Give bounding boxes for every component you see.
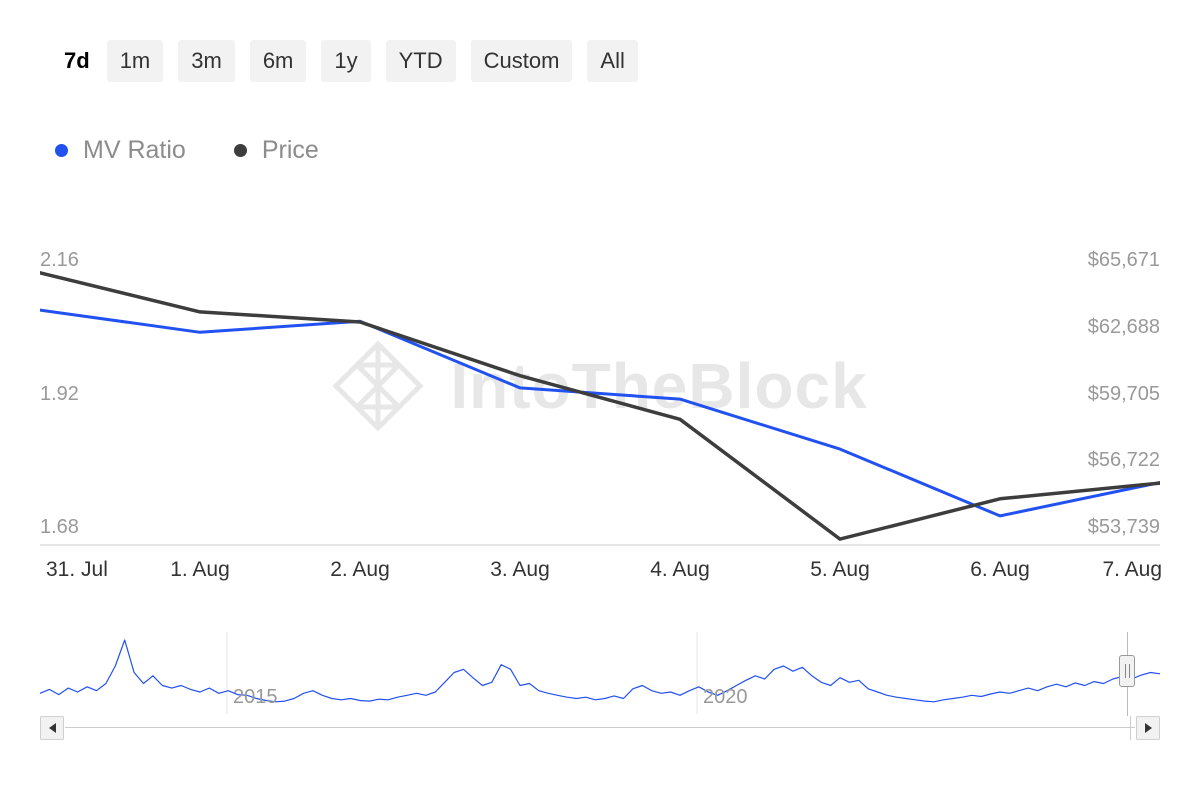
handle-grip-icon	[1124, 664, 1126, 678]
x-axis-label: 6. Aug	[970, 558, 1030, 581]
range-button-3m[interactable]: 3m	[178, 40, 235, 82]
range-button-custom[interactable]: Custom	[470, 40, 573, 82]
range-button-1m[interactable]: 1m	[106, 40, 164, 82]
x-axis-label: 5. Aug	[810, 558, 870, 581]
range-button-ytd[interactable]: YTD	[385, 40, 456, 82]
right-axis-label: $62,688	[1087, 316, 1160, 338]
mv-ratio-dot-icon	[55, 144, 68, 157]
navigator-handle[interactable]	[1119, 655, 1135, 687]
range-selector: 7d 1m 3m 6m 1y YTD Custom All	[62, 40, 638, 82]
navigator-year-label: 2020	[703, 686, 748, 708]
range-button-7d[interactable]: 7d	[64, 48, 90, 73]
left-axis-label: 2.16	[40, 249, 79, 271]
navigator[interactable]	[39, 632, 1161, 714]
x-axis-label: 1. Aug	[170, 558, 230, 581]
chart-plot-area[interactable]	[38, 250, 1162, 550]
x-axis-label: 7. Aug	[1102, 558, 1162, 581]
left-axis-label: 1.92	[40, 383, 79, 405]
handle-grip-icon	[1128, 664, 1130, 678]
left-axis-label: 1.68	[40, 516, 79, 538]
legend-label-price: Price	[261, 136, 319, 164]
price-dot-icon	[233, 144, 247, 157]
x-axis-label: 31. Jul	[46, 558, 108, 581]
right-axis-label: $59,705	[1087, 383, 1160, 405]
arrow-left-icon	[48, 723, 56, 733]
arrow-right-icon	[1144, 723, 1152, 733]
x-axis-label: 2. Aug	[330, 558, 390, 581]
scrollbar-right-button[interactable]	[1136, 716, 1160, 740]
scrollbar-track[interactable]	[65, 727, 1135, 728]
navigator-series	[39, 632, 1161, 714]
legend-item-price[interactable]: Price	[233, 136, 319, 165]
right-axis-label: $53,739	[1087, 516, 1160, 538]
series-lines	[38, 271, 1162, 546]
range-button-6m[interactable]: 6m	[249, 40, 307, 82]
scrollbar-thumb-edge	[1130, 716, 1131, 740]
navigator-year-label: 2015	[233, 686, 278, 708]
x-axis-label: 4. Aug	[650, 558, 710, 581]
x-axis-label: 3. Aug	[490, 558, 550, 581]
legend-label-mv-ratio: MV Ratio	[83, 136, 186, 164]
right-axis-label: $65,671	[1087, 249, 1160, 271]
legend: MV Ratio Price	[55, 136, 319, 165]
range-button-all[interactable]: All	[587, 40, 638, 82]
scrollbar-left-button[interactable]	[40, 716, 64, 740]
range-button-1y[interactable]: 1y	[321, 40, 371, 82]
legend-item-mv-ratio[interactable]: MV Ratio	[55, 136, 186, 165]
right-axis-label: $56,722	[1087, 449, 1160, 471]
